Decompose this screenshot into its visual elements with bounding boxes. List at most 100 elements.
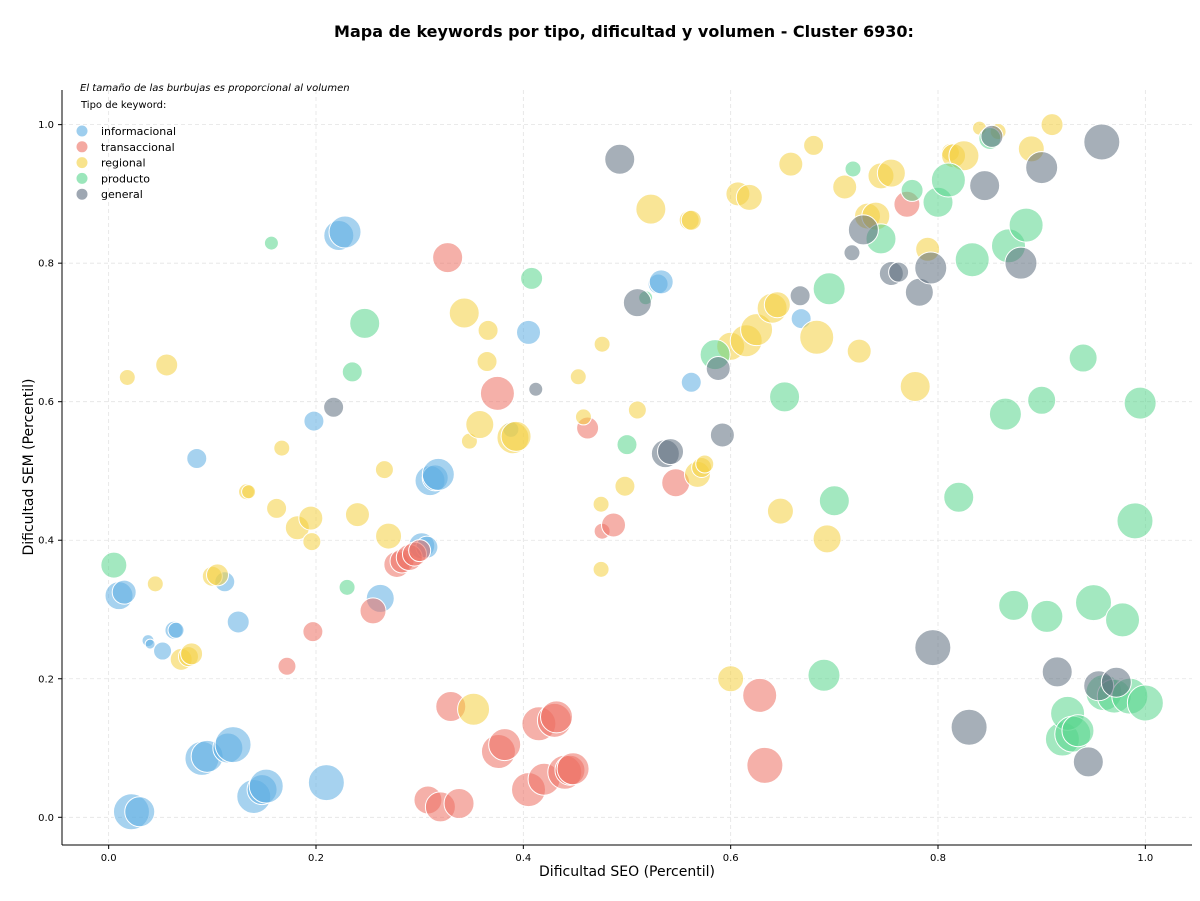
bubble-general: [914, 251, 948, 285]
bubble-general: [789, 285, 811, 307]
legend-title: Tipo de keyword:: [80, 100, 166, 111]
bubble-producto: [807, 658, 841, 692]
bubble-regional: [457, 692, 491, 726]
bubble-producto: [988, 397, 1022, 431]
bubble-regional: [778, 151, 804, 177]
bubble-informacional: [214, 726, 252, 764]
x-tick-label: 0.4: [515, 853, 531, 864]
bubble-general: [950, 708, 988, 746]
bubble-producto: [349, 307, 381, 339]
bubble-transaccional: [488, 728, 522, 762]
legend-label: regional: [101, 157, 146, 170]
bubble-transaccional: [746, 746, 784, 784]
bubble-producto: [998, 589, 1030, 621]
bubble-regional: [766, 497, 794, 525]
x-tick-label: 0.2: [308, 853, 324, 864]
bubble-regional: [476, 351, 498, 373]
y-tick-label: 0.2: [38, 674, 54, 685]
bubble-regional: [266, 497, 288, 519]
y-tick-label: 0.8: [38, 259, 54, 270]
bubble-producto: [1116, 502, 1154, 540]
bubble-regional: [680, 209, 702, 231]
bubble-regional: [635, 193, 667, 225]
legend-marker: [76, 157, 88, 169]
y-tick-label: 0.6: [38, 397, 54, 408]
series-regional: [118, 113, 1064, 726]
bubble-general: [1072, 746, 1104, 778]
bubble-regional: [374, 460, 394, 480]
bubble-producto: [943, 481, 975, 513]
bubble-producto: [1008, 207, 1044, 243]
bubble-general: [604, 143, 636, 175]
bubble-regional: [1040, 113, 1064, 137]
bubble-informacional: [111, 579, 137, 605]
legend-marker: [76, 125, 88, 137]
bubble-producto: [263, 235, 279, 251]
bubble-regional: [180, 642, 204, 666]
bubble-informacional: [144, 638, 156, 650]
bubble-regional: [627, 400, 647, 420]
bubble-producto: [1027, 385, 1057, 415]
bubble-producto: [520, 266, 544, 290]
y-tick-label: 1.0: [38, 120, 54, 131]
bubble-general: [1004, 246, 1038, 280]
x-tick-label: 0.8: [930, 853, 946, 864]
bubble-producto: [930, 162, 966, 198]
bubble-informacional: [421, 457, 455, 491]
bubble-transaccional: [742, 677, 778, 713]
bubble-producto: [100, 551, 128, 579]
bubble-regional: [763, 291, 791, 319]
bubble-general: [847, 214, 879, 246]
bubble-transaccional: [443, 787, 475, 819]
bubble-informacional: [124, 796, 156, 828]
bubble-regional: [592, 495, 610, 513]
bubble-regional: [448, 297, 480, 329]
series-general: [323, 123, 1132, 778]
legend-item-transaccional: transaccional: [76, 141, 175, 154]
bubble-transaccional: [540, 700, 574, 734]
bubble-regional: [241, 484, 257, 500]
chart-title: Mapa de keywords por tipo, dificultad y …: [334, 22, 914, 41]
series-producto: [100, 126, 1164, 757]
legend-label: transaccional: [101, 141, 175, 154]
bubble-general: [843, 244, 861, 262]
bubble-regional: [146, 575, 164, 593]
bubble-general: [888, 261, 910, 283]
bubble-producto: [900, 178, 924, 202]
bubble-regional: [803, 134, 825, 156]
bubble-general: [323, 396, 345, 418]
bubble-regional: [614, 475, 636, 497]
bubble-transaccional: [479, 375, 515, 411]
bubble-producto: [1123, 386, 1157, 420]
bubble-regional: [375, 522, 403, 550]
bubble-regional: [832, 174, 858, 200]
legend-label: general: [101, 188, 143, 201]
bubble-regional: [717, 665, 745, 693]
bubble-producto: [1061, 714, 1095, 748]
bubble-producto: [954, 242, 990, 278]
bubble-producto: [341, 361, 363, 383]
bubble-regional: [298, 505, 324, 531]
bubble-general: [657, 438, 685, 466]
legend-item-producto: producto: [76, 172, 150, 185]
bubble-general: [1041, 656, 1073, 688]
bubble-general: [705, 355, 731, 381]
legend-label: informacional: [101, 125, 176, 138]
bubble-producto: [616, 434, 638, 456]
bubble-transaccional: [359, 597, 387, 625]
x-axis-label: Dificultad SEO (Percentil): [539, 864, 715, 880]
legend-label: producto: [101, 172, 150, 185]
bubble-regional: [876, 158, 906, 188]
legend: Tipo de keyword: informacional transaccio…: [76, 100, 176, 201]
bubble-regional: [899, 370, 931, 402]
bubble-producto: [1068, 343, 1098, 373]
y-tick-label: 0.4: [38, 536, 54, 547]
bubble-general: [969, 170, 1001, 202]
bubble-producto: [812, 272, 846, 306]
bubble-general: [980, 124, 1004, 148]
bubble-regional: [118, 368, 136, 386]
bubble-informacional: [328, 215, 362, 249]
bubble-regional: [273, 439, 291, 457]
bubble-regional: [799, 319, 835, 355]
